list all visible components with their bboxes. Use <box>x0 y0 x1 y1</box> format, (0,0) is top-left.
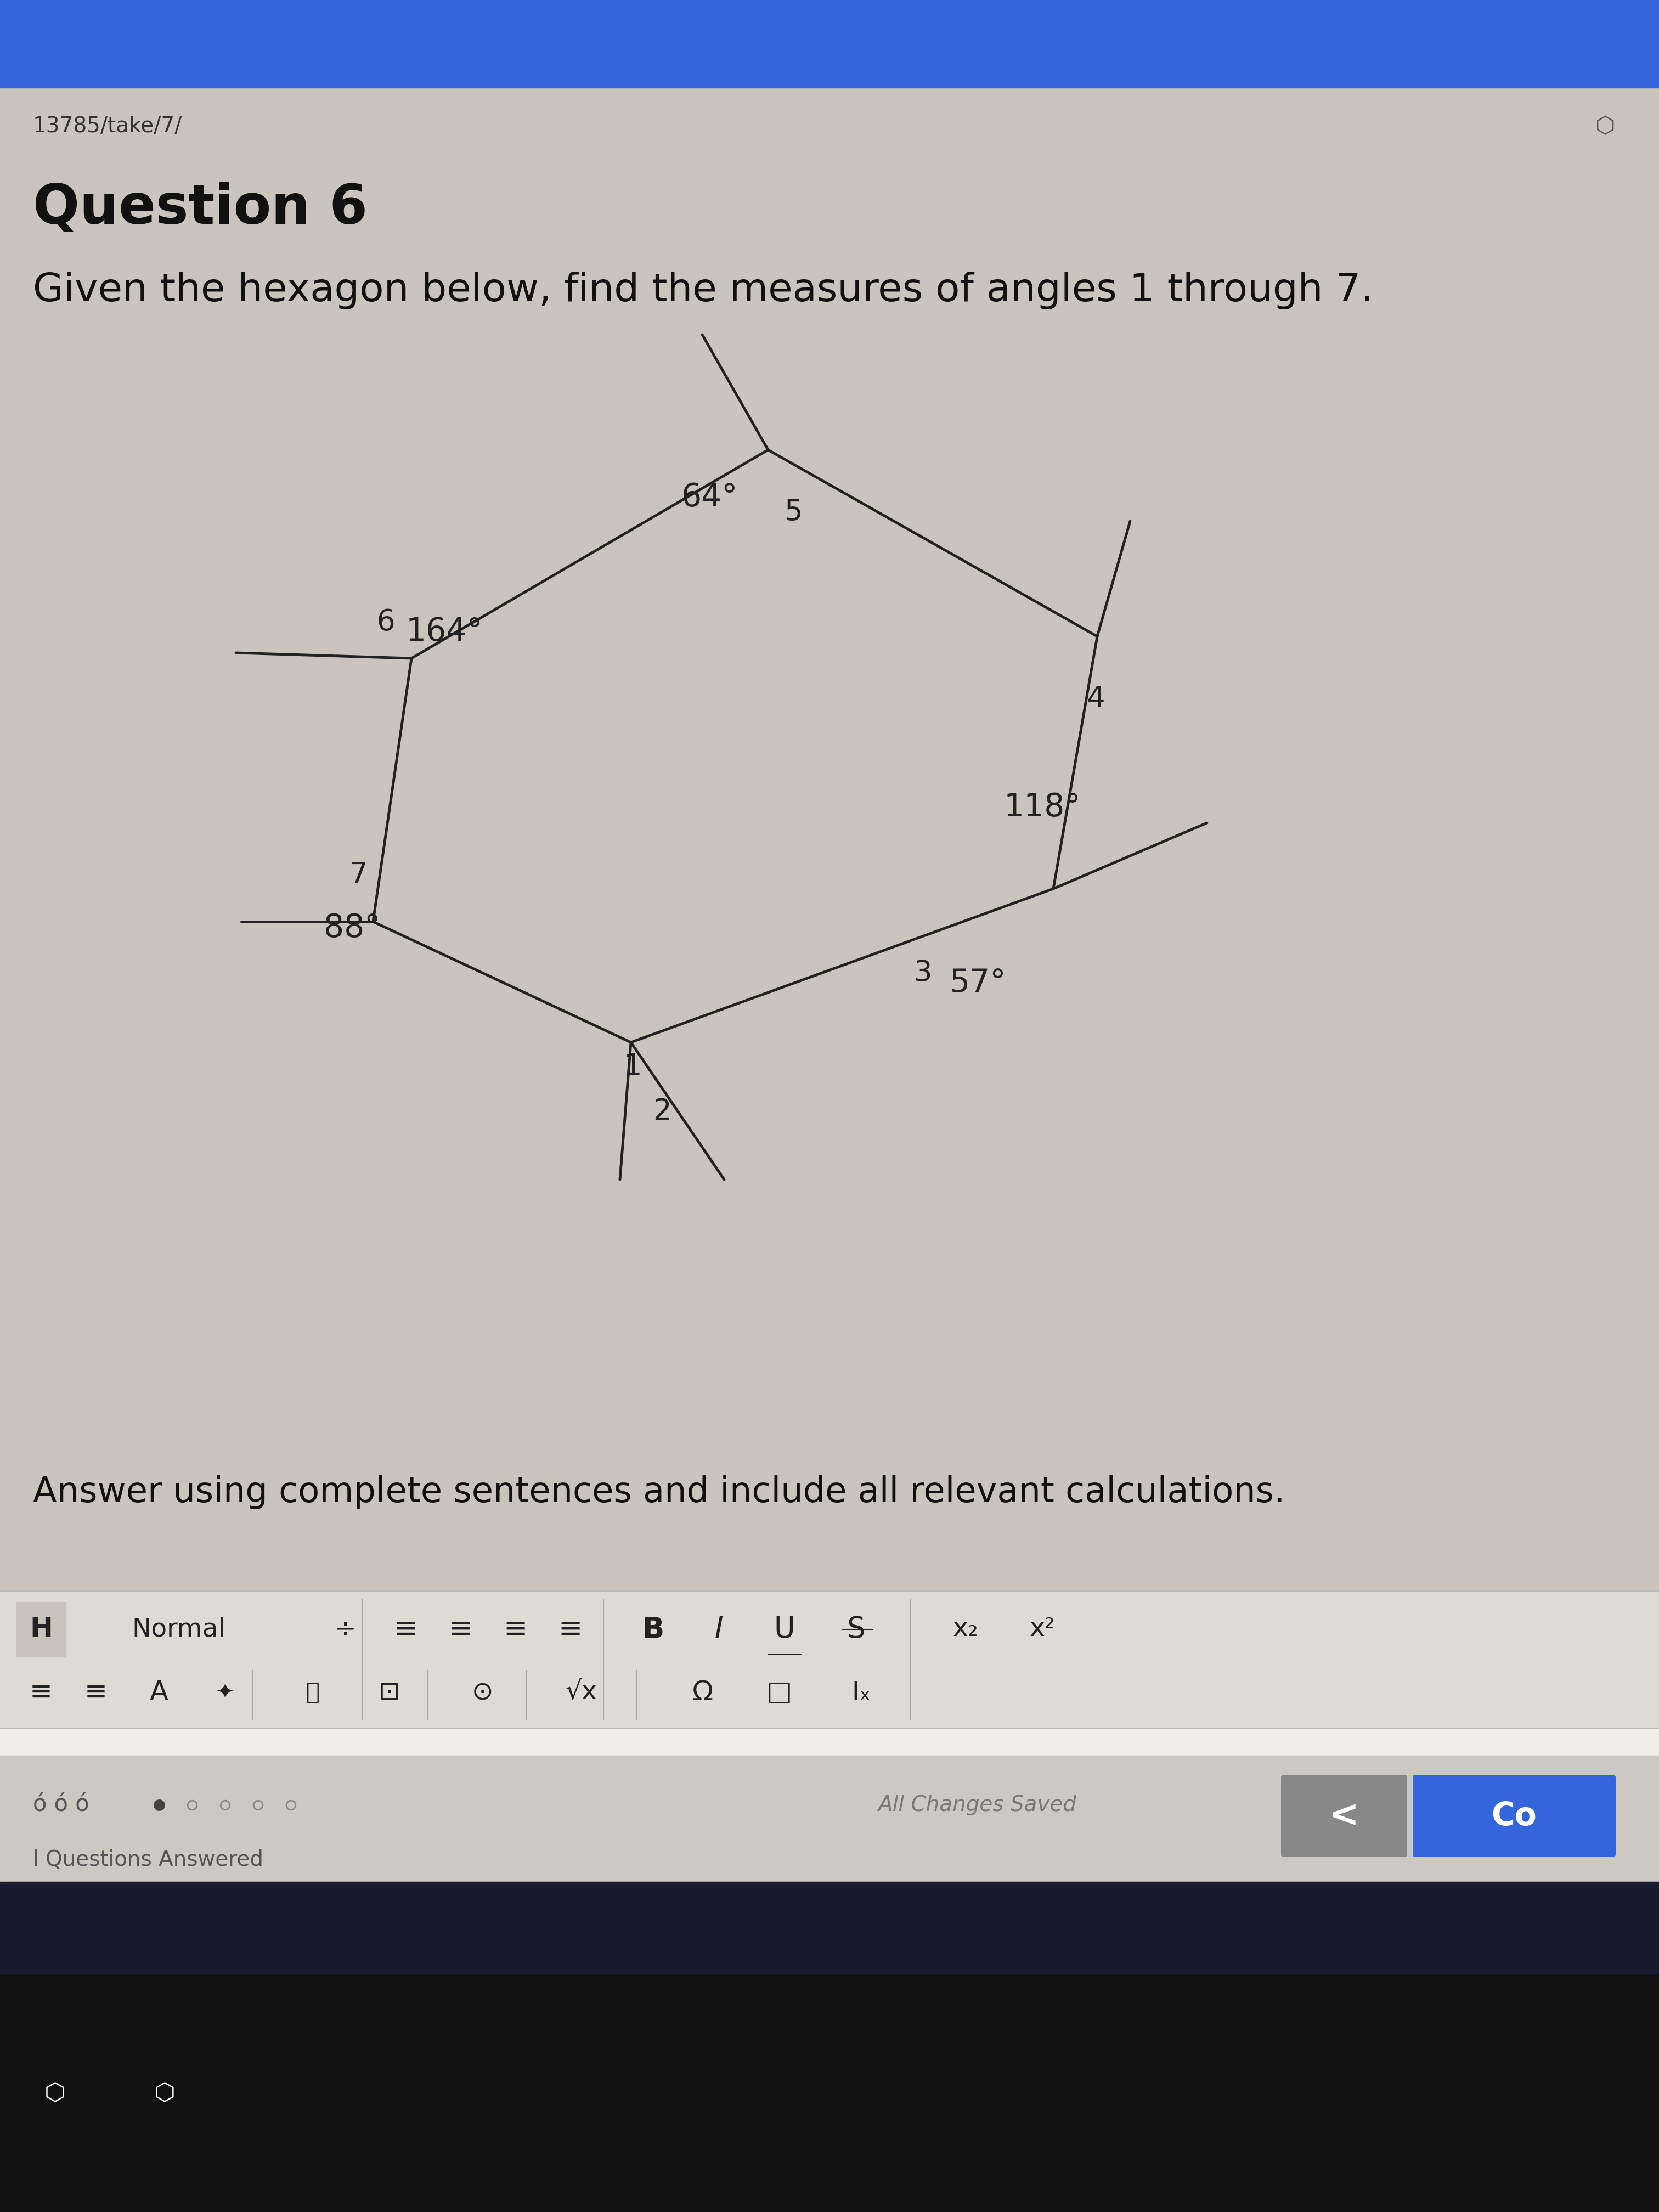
Text: 2: 2 <box>654 1097 672 1126</box>
Text: 4: 4 <box>1087 686 1105 712</box>
Text: ≡: ≡ <box>504 1615 528 1644</box>
Text: 5: 5 <box>785 498 803 526</box>
Text: A: A <box>149 1679 169 1705</box>
Text: 1: 1 <box>624 1053 642 1082</box>
Text: Answer using complete sentences and include all relevant calculations.: Answer using complete sentences and incl… <box>33 1475 1286 1509</box>
Text: Question 6: Question 6 <box>33 181 368 234</box>
Text: H: H <box>30 1617 53 1644</box>
Text: U: U <box>773 1615 795 1644</box>
Text: 88°: 88° <box>324 911 380 945</box>
Text: I: I <box>715 1615 723 1644</box>
Text: 164°: 164° <box>406 617 483 648</box>
Text: ≡: ≡ <box>85 1679 108 1705</box>
Text: Normal: Normal <box>131 1617 226 1641</box>
Text: ≡: ≡ <box>448 1615 473 1644</box>
Text: ⊡: ⊡ <box>378 1681 400 1705</box>
FancyBboxPatch shape <box>1281 1774 1407 1858</box>
Text: ⬡: ⬡ <box>154 2081 176 2106</box>
Text: ✦: ✦ <box>216 1681 234 1703</box>
Text: 6: 6 <box>377 608 395 637</box>
Text: Iₓ: Iₓ <box>851 1681 871 1705</box>
Text: S: S <box>846 1615 864 1644</box>
Text: All Changes Saved: All Changes Saved <box>878 1794 1077 1816</box>
Text: <: < <box>1329 1798 1359 1834</box>
Text: x₂: x₂ <box>952 1617 979 1641</box>
Text: 64°: 64° <box>682 482 738 513</box>
Text: 57°: 57° <box>949 967 1005 998</box>
Text: B: B <box>642 1615 664 1644</box>
Text: ⬡: ⬡ <box>1596 115 1616 137</box>
Text: √x: √x <box>566 1681 597 1705</box>
Text: 🔗: 🔗 <box>305 1681 320 1703</box>
Text: ó ó ó: ó ó ó <box>33 1794 90 1816</box>
Text: 3: 3 <box>914 960 932 987</box>
Text: Ω: Ω <box>692 1679 713 1705</box>
Text: ⬡: ⬡ <box>45 2081 65 2106</box>
Text: 118°: 118° <box>1004 792 1082 823</box>
Text: x²: x² <box>1030 1617 1055 1641</box>
Text: ⊙: ⊙ <box>471 1681 494 1705</box>
Text: Co: Co <box>1491 1801 1536 1832</box>
FancyBboxPatch shape <box>1413 1774 1616 1858</box>
Text: 13785/take/7/: 13785/take/7/ <box>33 115 182 137</box>
Text: ≡: ≡ <box>30 1679 53 1705</box>
Text: ÷: ÷ <box>335 1617 357 1641</box>
Text: ≡: ≡ <box>559 1615 582 1644</box>
Text: □: □ <box>766 1679 791 1705</box>
Text: ≡: ≡ <box>393 1615 418 1644</box>
Text: 7: 7 <box>348 860 368 889</box>
Text: l Questions Answered: l Questions Answered <box>33 1849 264 1869</box>
Text: Given the hexagon below, find the measures of angles 1 through 7.: Given the hexagon below, find the measur… <box>33 272 1374 310</box>
